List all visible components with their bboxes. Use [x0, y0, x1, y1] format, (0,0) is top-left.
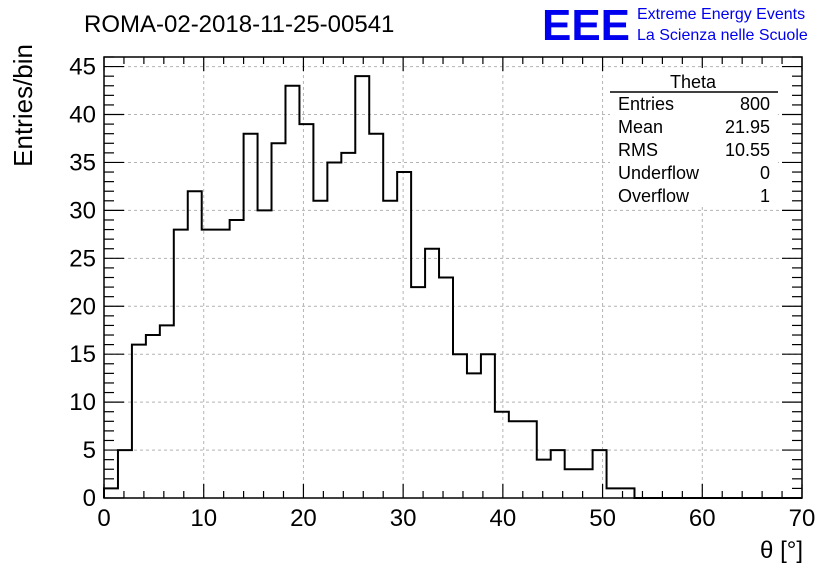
- stats-label-entries: Entries: [618, 94, 674, 114]
- eee-logo: EEE Extreme Energy Events La Scienza nel…: [542, 1, 808, 50]
- stats-box-background: [610, 68, 778, 206]
- y-tick-label: 45: [69, 54, 96, 81]
- y-tick-labels: 0 5 10 15 20 25 30 35 40 45: [69, 54, 96, 512]
- stats-value-overflow: 1: [760, 186, 770, 206]
- x-tick-label: 40: [490, 505, 517, 532]
- grid: [104, 57, 802, 498]
- y-tick-label: 35: [69, 149, 96, 176]
- logo-line-1: Extreme Energy Events: [637, 6, 805, 23]
- y-tick-label: 20: [69, 293, 96, 320]
- stats-label-mean: Mean: [618, 117, 663, 137]
- y-axis-label: Entries/bin: [8, 44, 38, 167]
- y-tick-label: 5: [83, 437, 96, 464]
- plot-title: ROMA-02-2018-11-25-00541: [84, 11, 394, 38]
- x-tick-label: 50: [589, 505, 616, 532]
- y-tick-label: 15: [69, 341, 96, 368]
- stats-label-overflow: Overflow: [618, 186, 690, 206]
- x-tick-label: 0: [97, 505, 110, 532]
- stats-value-underflow: 0: [760, 163, 770, 183]
- stats-value-entries: 800: [740, 94, 770, 114]
- stats-value-mean: 21.95: [725, 117, 770, 137]
- y-tick-label: 0: [83, 485, 96, 512]
- x-tick-label: 20: [290, 505, 317, 532]
- histogram-line: [103, 75, 802, 499]
- y-tick-label: 25: [69, 245, 96, 272]
- x-tick-label: 30: [390, 505, 417, 532]
- x-tick-label: 60: [689, 505, 716, 532]
- stats-box: Theta Entries 800 Mean 21.95 RMS 10.55 U…: [610, 68, 778, 206]
- y-tick-label: 10: [69, 389, 96, 416]
- x-tick-label: 70: [789, 505, 816, 532]
- axis-ticks: [103, 56, 803, 499]
- eee-logo-mark: EEE: [542, 1, 630, 50]
- logo-line-2: La Scienza nelle Scuole: [637, 27, 808, 44]
- stats-title: Theta: [670, 72, 717, 92]
- stats-value-rms: 10.55: [725, 140, 770, 160]
- x-tick-label: 10: [190, 505, 217, 532]
- y-tick-label: 40: [69, 102, 96, 129]
- y-tick-label: 30: [69, 197, 96, 224]
- x-axis-label: θ [°]: [760, 537, 803, 564]
- stats-label-underflow: Underflow: [618, 163, 700, 183]
- x-tick-labels: 0 10 20 30 40 50 60 70: [97, 505, 815, 532]
- stats-label-rms: RMS: [618, 140, 658, 160]
